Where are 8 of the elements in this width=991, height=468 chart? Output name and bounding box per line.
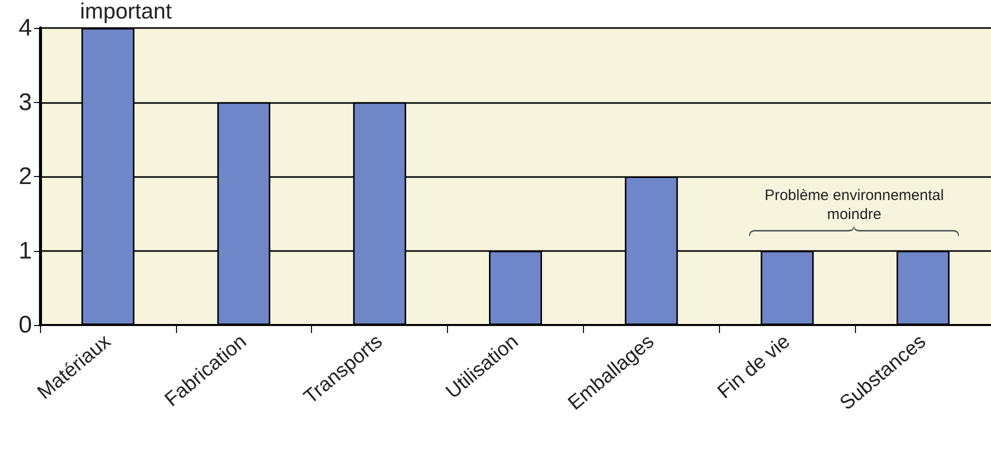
text: important	[80, 0, 172, 24]
y-tick-label: 1	[18, 237, 32, 264]
annotation: Problème environnemental moindre	[764, 186, 945, 224]
y-tick-label: 4	[18, 14, 32, 42]
x-tick-label: Fin de vie	[714, 330, 794, 404]
y-tick-label: 3	[18, 88, 32, 116]
y-tick-label: 2	[18, 163, 32, 190]
y-tick-label: 0	[18, 312, 32, 338]
